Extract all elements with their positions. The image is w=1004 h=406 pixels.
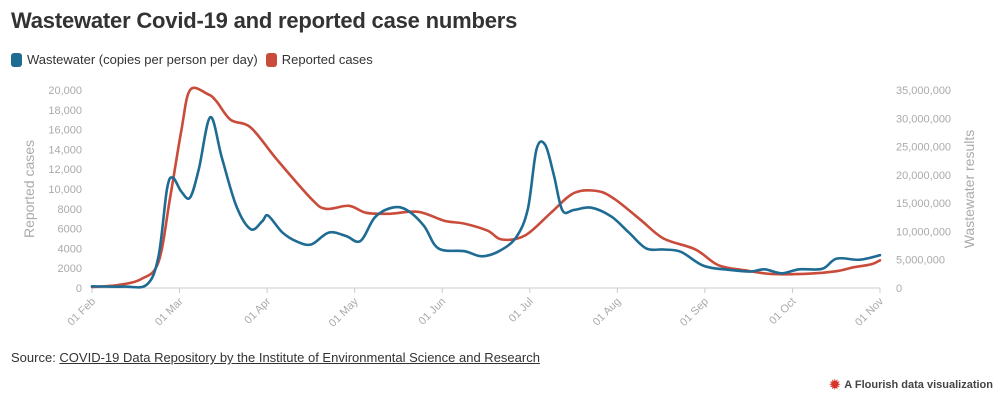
x-tick-label: 01 Oct — [767, 296, 798, 327]
y-right-tick-label: 10,000,000 — [896, 226, 951, 238]
legend-item-wastewater[interactable]: Wastewater (copies per person per day) — [11, 52, 258, 67]
x-tick-label: 01 May — [327, 295, 361, 329]
legend-swatch-reported-cases — [265, 52, 277, 67]
y-left-tick-label: 16,000 — [48, 125, 82, 137]
y-left-tick-label: 20,000 — [48, 85, 82, 97]
flourish-logo-icon: ✹ — [829, 377, 841, 392]
source-prefix: Source: — [11, 350, 60, 365]
y-left-tick-label: 6000 — [58, 224, 82, 236]
x-tick-label: 01 Aug — [591, 296, 624, 329]
legend-item-reported-cases[interactable]: Reported cases — [265, 52, 373, 67]
y-left-tick-label: 10,000 — [48, 184, 82, 196]
x-tick-label: 01 Apr — [242, 295, 273, 326]
chart-title: Wastewater Covid-19 and reported case nu… — [11, 8, 518, 33]
y-left-tick-label: 18,000 — [48, 105, 82, 117]
y-left-tick-label: 4000 — [58, 243, 82, 255]
y-left-tick-label: 0 — [76, 283, 82, 295]
flourish-credit-text: A Flourish data visualization — [844, 379, 993, 391]
flourish-credit[interactable]: ✹ A Flourish data visualization — [829, 377, 993, 393]
y-left-tick-label: 8000 — [58, 204, 82, 216]
y-right-tick-label: 25,000,000 — [896, 142, 951, 154]
source-link[interactable]: COVID-19 Data Repository by the Institut… — [59, 350, 540, 365]
y-left-tick-label: 12,000 — [48, 164, 82, 176]
x-tick-label: 01 Nov — [853, 295, 886, 328]
y-left-tick-label: 2000 — [58, 263, 82, 275]
source-note: Source: COVID-19 Data Repository by the … — [11, 350, 540, 365]
x-tick-label: 01 Jul — [507, 296, 536, 325]
legend-swatch-wastewater — [11, 52, 22, 67]
line-chart: 0 2000 4000 6000 8000 10,000 12,000 14,000 16,00… — [21, 85, 977, 330]
y-left-tick-label: 14,000 — [48, 144, 82, 156]
chart-legend: Wastewater (copies per person per day) R… — [11, 52, 381, 67]
x-tick-label: 01 Feb — [65, 296, 98, 329]
series-line-wastewater — [90, 115, 882, 289]
y-right-tick-label: 35,000,000 — [896, 85, 951, 97]
y-right-tick-label: 0 — [896, 283, 902, 295]
y-right-tick-label: 5,000,000 — [896, 255, 945, 267]
legend-label-reported-cases: Reported cases — [281, 52, 373, 67]
y-left-axis-title: Reported cases — [21, 140, 37, 238]
x-tick-label: 01 Jun — [417, 296, 449, 328]
x-tick-label: 01 Mar — [153, 295, 186, 328]
y-right-tick-label: 30,000,000 — [896, 113, 951, 125]
y-right-tick-label: 15,000,000 — [896, 198, 951, 210]
y-right-tick-label: 20,000,000 — [896, 170, 951, 182]
y-right-axis-title: Wastewater results — [961, 130, 977, 249]
legend-label-wastewater: Wastewater (copies per person per day) — [27, 52, 258, 67]
x-tick-label: 01 Sep — [678, 296, 711, 329]
series-line-reported-cases — [90, 86, 882, 289]
